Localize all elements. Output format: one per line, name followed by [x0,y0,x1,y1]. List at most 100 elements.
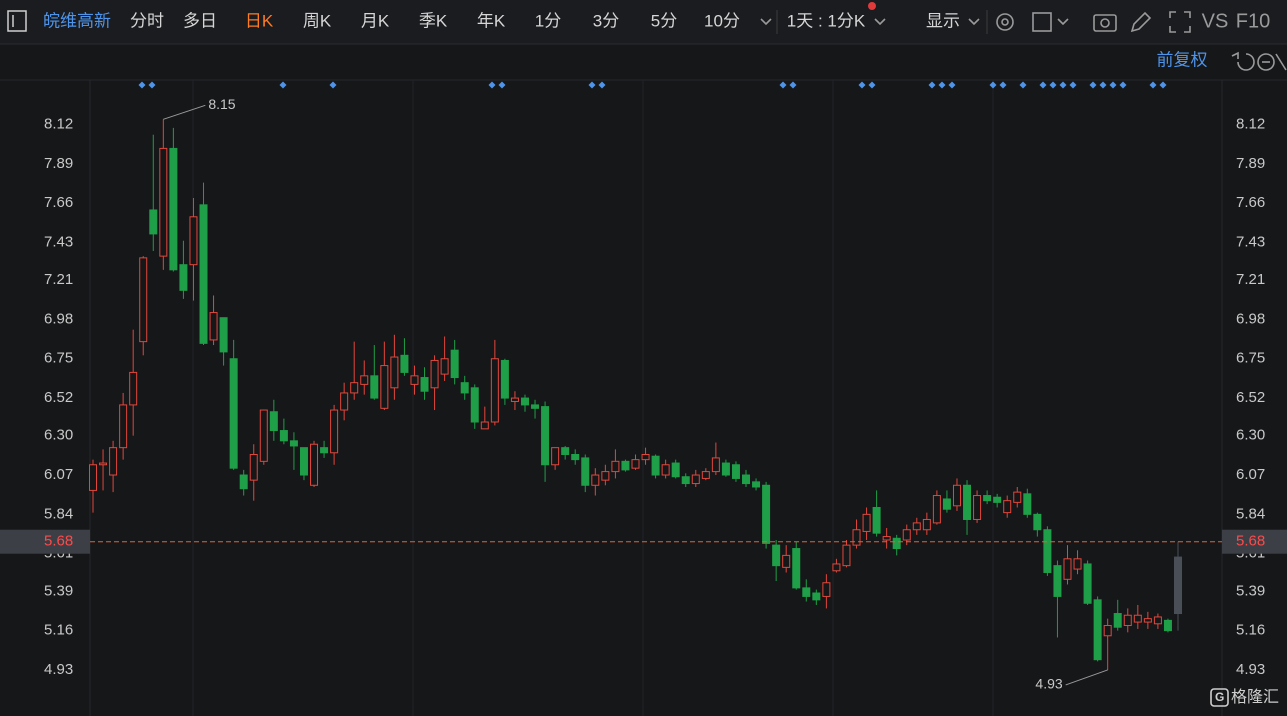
candle-body [1033,513,1042,531]
candle-body [249,453,258,481]
display-menu[interactable]: 显示 [926,11,960,30]
layout-icon[interactable] [1032,12,1052,32]
period-tab[interactable]: 分时 [130,11,164,30]
candle-body [671,462,680,478]
candle-body [139,257,148,343]
period-tab[interactable]: 1分 [535,11,561,30]
notice-dot [868,2,876,10]
interval-select[interactable]: 1天 : 1分K [787,11,866,30]
event-marker [498,81,506,89]
y-tick-label-left: 6.07 [44,466,73,483]
screenshot-icon[interactable] [1093,14,1117,32]
more-periods[interactable] [760,18,772,26]
candle-body [350,382,359,394]
event-markers [138,81,1167,89]
period-tab[interactable]: 季K [419,11,448,30]
candle-body [742,474,751,485]
y-tick-label-left: 6.98 [44,310,73,327]
sidebar-toggle[interactable] [7,10,27,32]
min-leader [1065,669,1108,686]
candle-body [500,359,509,399]
f10-button[interactable]: F10 [1236,10,1270,32]
candle-body [691,474,700,485]
period-tab[interactable]: 月K [361,11,390,30]
event-marker [989,81,997,89]
candle-body [762,484,771,544]
candle-body [420,377,429,392]
period-tab[interactable]: 周K [303,11,332,30]
event-marker [858,81,866,89]
draw-icon[interactable] [1130,11,1152,33]
candle-body [239,474,248,490]
watermark: 格隆汇 [1231,688,1279,706]
event-marker [1069,81,1077,89]
candle-body [229,358,238,469]
period-tab[interactable]: 年K [477,11,506,30]
overlay: 8.15 4.93 5.68 5.68 [0,96,1287,692]
event-marker [1109,81,1117,89]
stock-name[interactable]: 皖维高新 [43,11,111,30]
candle-body [651,455,660,476]
candle-body [952,484,961,507]
candle-body [922,518,931,531]
vs-button[interactable]: VS [1202,10,1229,32]
watermark-logo-g: G [1215,690,1224,704]
candle-body [279,430,288,442]
y-tick-label-left: 7.89 [44,155,73,172]
period-tab[interactable]: 5分 [651,11,677,30]
candle-body [520,397,529,406]
period-tab[interactable]: 10分 [704,11,740,30]
candle-body [440,358,449,375]
period-tab[interactable]: 3分 [593,11,619,30]
adjust-mode[interactable]: 前复权 [1157,50,1208,69]
interval-chevron [874,18,886,26]
period-tab[interactable]: 日K [245,11,274,30]
candle-body [842,544,851,567]
candle-body [942,498,951,510]
candle-body [832,563,841,572]
settings-icon[interactable] [996,13,1014,31]
candle-body [460,382,469,394]
y-tick-label-left: 5.16 [44,622,73,639]
candle-body [299,447,308,476]
event-marker [1159,81,1167,89]
y-tick-label-right: 5.39 [1236,582,1265,599]
period-tab[interactable]: 多日 [183,11,217,30]
candle-body [963,484,972,520]
candle-body [1103,624,1112,637]
candle-body [1153,616,1162,625]
candle-body [450,349,459,379]
candle-body [772,544,781,567]
undo-icon[interactable] [1231,51,1255,71]
display-chevron [968,18,980,26]
candle-body [289,440,298,447]
candle-body [631,459,640,469]
close-icon[interactable] [1275,53,1287,71]
y-tick-label-right: 8.12 [1236,115,1265,132]
candle-body [1003,500,1012,514]
candle-body [822,582,831,597]
zoom-out-icon[interactable] [1257,53,1275,71]
candle-body [259,409,268,462]
candle-body [109,447,118,476]
candle-body [390,356,399,389]
candle-body [1093,599,1102,661]
fullscreen-icon[interactable] [1169,11,1191,33]
y-tick-label-right: 5.16 [1236,622,1265,639]
candle-body [199,204,208,344]
candle-body [571,453,580,461]
candle-body [711,457,720,473]
event-marker [1049,81,1057,89]
last-price-label-left: 5.68 [44,533,73,550]
layout-chevron [1057,18,1069,26]
candle-body [1143,618,1152,623]
candle-body [169,147,178,271]
last-price-box-right [1222,529,1287,554]
candle-body [641,453,650,461]
candle-body [1063,558,1072,580]
max-leader [163,104,206,120]
candle-body [1053,565,1062,597]
candle-body [119,404,128,449]
event-marker [488,81,496,89]
